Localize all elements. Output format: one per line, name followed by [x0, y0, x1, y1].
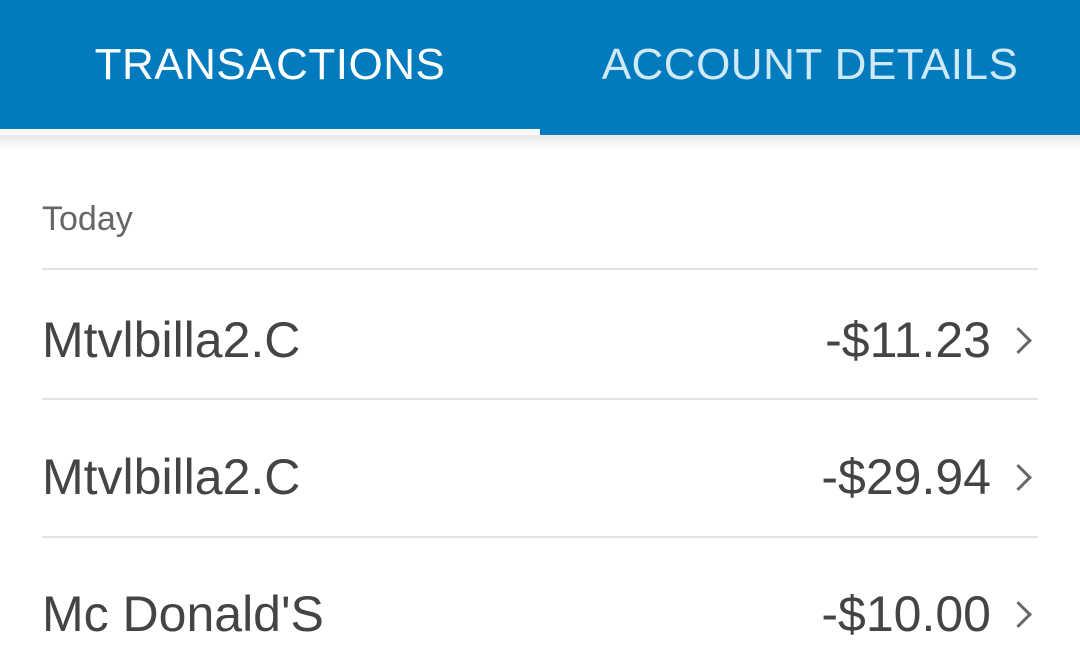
divider — [42, 398, 1038, 400]
transaction-amount: -$11.23 — [825, 312, 991, 368]
tab-account-details[interactable]: ACCOUNT DETAILS — [601, 39, 1019, 89]
chevron-right-icon — [1005, 600, 1032, 628]
transaction-row[interactable]: Mtvlbilla2.C -$11.23 — [42, 290, 1038, 390]
tab-transactions[interactable]: TRANSACTIONS — [0, 0, 540, 135]
transaction-row[interactable]: Mtvlbilla2.C -$29.94 — [42, 427, 1038, 527]
transaction-name: Mtvlbilla2.C — [42, 449, 301, 505]
transaction-amount: -$10.00 — [821, 586, 991, 642]
chevron-right-icon — [1005, 326, 1032, 354]
divider — [42, 536, 1038, 538]
chevron-right-icon — [1005, 463, 1032, 491]
tab-bar-shadow — [0, 135, 1080, 149]
transaction-name: Mtvlbilla2.C — [42, 312, 301, 368]
transaction-row[interactable]: Mc Donald'S -$10.00 — [42, 564, 1038, 664]
transaction-amount: -$29.94 — [821, 449, 991, 505]
divider — [42, 268, 1038, 270]
transaction-name: Mc Donald'S — [42, 586, 324, 642]
tab-bar: TRANSACTIONS ACCOUNT DETAILS — [0, 0, 1080, 135]
section-header-today: Today — [42, 200, 133, 238]
